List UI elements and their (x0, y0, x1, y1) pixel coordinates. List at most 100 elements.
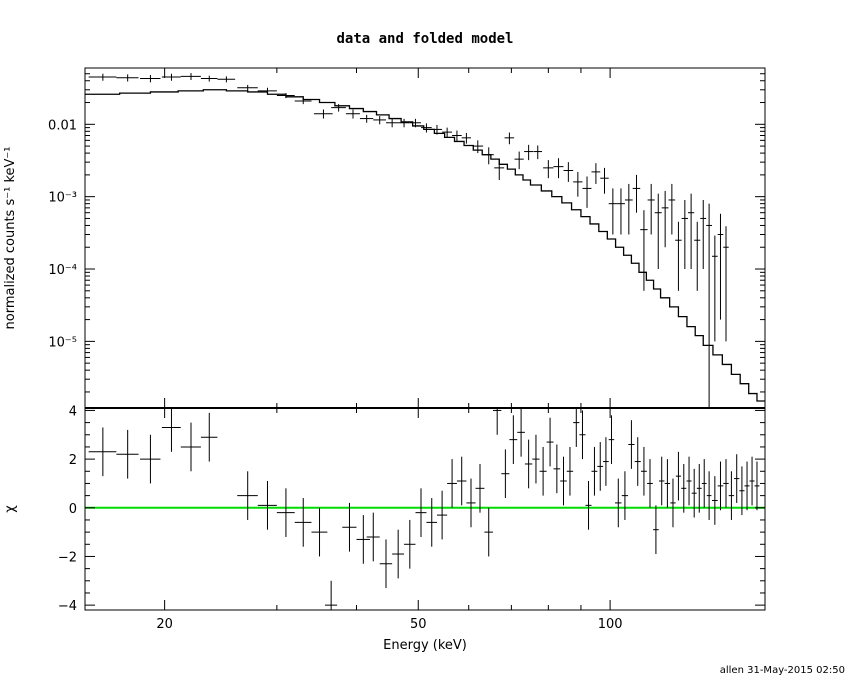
data-point (116, 74, 139, 82)
data-point (687, 193, 695, 270)
residual-point (734, 454, 740, 503)
residual-point (539, 446, 547, 496)
data-point (694, 221, 701, 291)
data-point (431, 124, 443, 135)
data-point (483, 147, 494, 165)
data-point (647, 183, 655, 235)
data-point (359, 114, 374, 123)
residual-point (237, 471, 258, 520)
residual-point (691, 468, 697, 518)
residual-point (436, 490, 448, 540)
residual-point (140, 434, 161, 484)
data-point (331, 104, 346, 112)
residual-point (392, 529, 405, 579)
residual-point (670, 478, 676, 528)
residual-point (88, 427, 117, 477)
residual-point (546, 417, 554, 467)
residual-point (585, 481, 592, 530)
residual-data-points (88, 408, 760, 610)
data-point (723, 226, 729, 342)
data-point (675, 221, 682, 291)
data-point (452, 130, 462, 142)
data-point (373, 116, 386, 125)
residual-point (426, 498, 437, 547)
x-axis-label: Energy (keV) (383, 638, 467, 653)
data-point (533, 145, 543, 160)
residual-point (553, 444, 561, 494)
data-point (88, 73, 117, 81)
x-tick-label: 100 (598, 617, 623, 632)
y-tick-label: 10⁻⁴ (48, 263, 77, 278)
data-point (140, 75, 161, 83)
data-point (442, 127, 453, 138)
data-point (668, 183, 676, 235)
residual-point (628, 420, 635, 469)
y-tick-label: 0 (69, 502, 77, 517)
data-point (711, 235, 718, 342)
residual-point (517, 408, 525, 457)
residual-point (717, 461, 724, 511)
residual-y-axis: −4 −2 0 2 4 (58, 404, 765, 614)
residual-point (456, 456, 467, 506)
data-point (632, 174, 641, 213)
residual-point (681, 463, 687, 513)
data-point (237, 84, 258, 91)
spectrum-frame (84, 67, 766, 409)
data-point (313, 109, 333, 119)
residual-point (532, 434, 540, 484)
residual-point (325, 580, 338, 610)
residual-point (379, 539, 393, 589)
y-tick-label: −2 (58, 550, 77, 565)
y-tick-label: 2 (69, 453, 77, 468)
data-point (276, 93, 295, 99)
residual-point (404, 519, 416, 569)
residual-point (608, 415, 615, 464)
x-axis: 20 50 100 (156, 68, 623, 632)
data-point (514, 151, 524, 170)
data-point (524, 144, 534, 161)
model-step-line (85, 89, 765, 402)
data-point (608, 188, 617, 235)
y-tick-label: 10⁻⁵ (48, 335, 77, 350)
residual-point (653, 505, 659, 555)
data-point (654, 193, 662, 270)
data-point (217, 76, 236, 83)
residual-point (675, 451, 682, 501)
data-point (573, 171, 583, 197)
model-curve (85, 89, 765, 402)
y-tick-label: 4 (69, 404, 77, 419)
residual-point (415, 488, 427, 537)
residual-point (711, 476, 718, 525)
residual-point (634, 437, 641, 486)
residual-point (723, 459, 729, 508)
residual-point (276, 488, 295, 537)
residual-point (615, 478, 622, 528)
residual-point (200, 412, 218, 462)
residual-point (647, 459, 653, 508)
residual-point (509, 415, 518, 464)
spectrum-panel: 0.01 10⁻³ 10⁻⁴ 10⁻⁵ normalized counts s⁻¹ k… (3, 67, 766, 409)
data-point (661, 190, 669, 248)
data-point (706, 203, 712, 408)
residual-point (579, 410, 586, 460)
data-point (472, 140, 484, 154)
residual-point (475, 463, 485, 513)
residual-point (492, 408, 502, 435)
data-point (582, 176, 592, 208)
residual-point (356, 515, 370, 564)
data-point (700, 199, 707, 270)
residual-point (706, 471, 712, 520)
chart-title: data and folded model (336, 31, 513, 47)
residual-point (658, 456, 665, 506)
residual-point (447, 459, 457, 508)
data-point (461, 132, 472, 144)
residual-point (573, 408, 580, 447)
spectrum-data-points (88, 73, 729, 408)
x-tick-label: 50 (410, 617, 427, 632)
data-point (563, 162, 574, 182)
residual-point (754, 461, 760, 511)
residual-point (603, 437, 609, 486)
residual-point (501, 449, 510, 499)
data-point (640, 210, 648, 291)
residual-point (161, 408, 181, 452)
